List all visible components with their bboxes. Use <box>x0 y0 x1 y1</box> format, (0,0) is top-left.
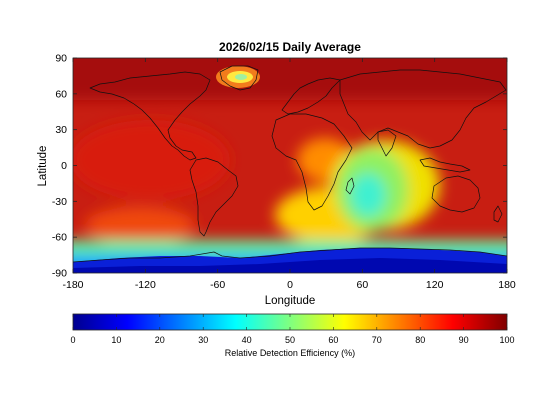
colorbar-tick-label: 0 <box>70 335 75 345</box>
x-tick-label: 120 <box>426 279 444 291</box>
colorbar-tick-label: 10 <box>111 335 121 345</box>
coastline-australia <box>431 175 481 213</box>
x-tick-label: -60 <box>210 279 225 291</box>
y-tick-label: 0 <box>61 160 67 172</box>
coastline-greenland <box>219 65 259 91</box>
greenland-patch <box>216 66 260 88</box>
x-tick-label: 60 <box>356 279 368 291</box>
coastline-asia <box>339 69 507 149</box>
south-pacific-patch <box>85 207 195 243</box>
colorbar-tick-label: 60 <box>328 335 338 345</box>
colorbar-tick-label: 80 <box>415 335 425 345</box>
y-tick-label: -90 <box>52 268 67 280</box>
antarctica-core <box>73 258 507 273</box>
colorbar-tick-label: 40 <box>242 335 252 345</box>
coastline-indonesia <box>419 157 471 173</box>
coastline-india <box>377 129 397 157</box>
y-tick-label: -60 <box>52 232 67 244</box>
map-plot-area <box>73 58 507 273</box>
coastline-new-zealand <box>493 205 503 223</box>
north-band <box>73 58 507 100</box>
colorbar-tick-label: 20 <box>155 335 165 345</box>
y-tick-label: -30 <box>52 196 67 208</box>
pacific-tropics <box>73 120 230 200</box>
x-tick-label: 0 <box>287 279 293 291</box>
coastline-north-america <box>89 71 211 161</box>
axis-ticks: -180 -120 -60 0 60 120 180 90 60 30 0 -30 -60 -90 <box>52 53 516 292</box>
x-axis-label: Longitude <box>265 295 316 307</box>
y-axis-label: Latitude <box>37 146 49 187</box>
coastline-south-america <box>189 157 239 237</box>
y-tick-label: 60 <box>55 88 67 100</box>
coastline-africa <box>271 113 353 211</box>
map-title: 2026/02/15 Daily Average <box>219 40 361 54</box>
y-tick-label: 30 <box>55 124 67 136</box>
colorbar-tick-label: 50 <box>285 335 295 345</box>
coastline-antarctica <box>73 247 507 263</box>
coastline-madagascar <box>345 177 355 195</box>
colorbar-tick-label: 70 <box>372 335 382 345</box>
colorbar-ticks: 0 10 20 30 40 50 60 70 80 90 100 <box>70 314 515 345</box>
colorbar-tick-label: 90 <box>459 335 469 345</box>
x-tick-label: -180 <box>62 279 83 291</box>
efficiency-field <box>73 58 507 273</box>
x-tick-label: -120 <box>135 279 156 291</box>
colorbar-label: Relative Detection Efficiency (%) <box>225 348 355 358</box>
y-tick-label: 90 <box>55 53 67 65</box>
colorbar-tick-label: 30 <box>198 335 208 345</box>
x-tick-label: 180 <box>498 279 516 291</box>
coastlines <box>73 65 507 263</box>
indian-cyan <box>350 173 386 217</box>
colorbar-tick-label: 100 <box>499 335 514 345</box>
